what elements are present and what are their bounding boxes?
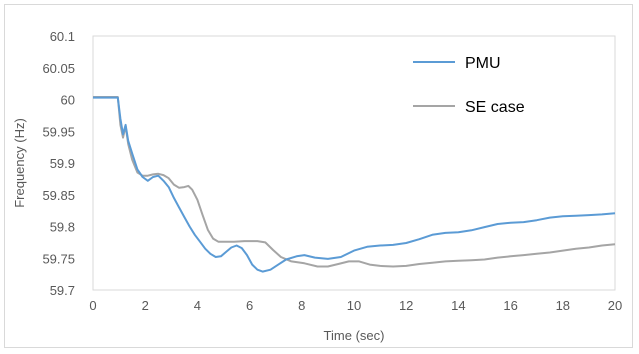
y-tick-label: 59.9: [50, 156, 75, 171]
legend: PMU SE case: [413, 55, 525, 116]
x-tick-label: 8: [298, 298, 305, 313]
y-tick-label: 60.05: [42, 61, 75, 76]
x-tick-label: 0: [89, 298, 96, 313]
y-tick-labels: 59.7 59.75 59.8 59.85 59.9 59.95 60 60.05 60.1: [42, 29, 75, 298]
y-tick-label: 59.75: [42, 251, 75, 266]
x-tick-labels: 0 2 4 6 8 10 12 14 16 18 20: [89, 298, 622, 313]
x-tick-label: 16: [503, 298, 517, 313]
plot-border: [92, 35, 616, 291]
x-axis-title: Time (sec): [324, 328, 385, 343]
series-line-se-case: [93, 96, 616, 268]
x-tick-label: 18: [556, 298, 570, 313]
y-tick-label: 59.8: [50, 220, 75, 235]
series-layer: [93, 96, 616, 273]
plot-area: [92, 35, 616, 291]
x-tick-label: 12: [399, 298, 413, 313]
y-tick-label: 60: [61, 93, 75, 108]
y-tick-label: 59.7: [50, 283, 75, 298]
x-tick-label: 20: [608, 298, 622, 313]
x-tick-label: 4: [194, 298, 201, 313]
x-tick-label: 6: [246, 298, 253, 313]
x-tick-label: 2: [142, 298, 149, 313]
y-tick-label: 60.1: [50, 29, 75, 44]
legend-label-pmu: PMU: [465, 55, 501, 72]
chart-frame: [4, 4, 633, 348]
x-tick-label: 10: [347, 298, 361, 313]
legend-label-se-case: SE case: [465, 99, 525, 116]
x-tick-label: 14: [451, 298, 465, 313]
series-line-pmu: [93, 96, 616, 273]
y-tick-label: 59.95: [42, 124, 75, 139]
y-tick-label: 59.85: [42, 188, 75, 203]
y-axis-title: Frequency (Hz): [12, 118, 27, 208]
